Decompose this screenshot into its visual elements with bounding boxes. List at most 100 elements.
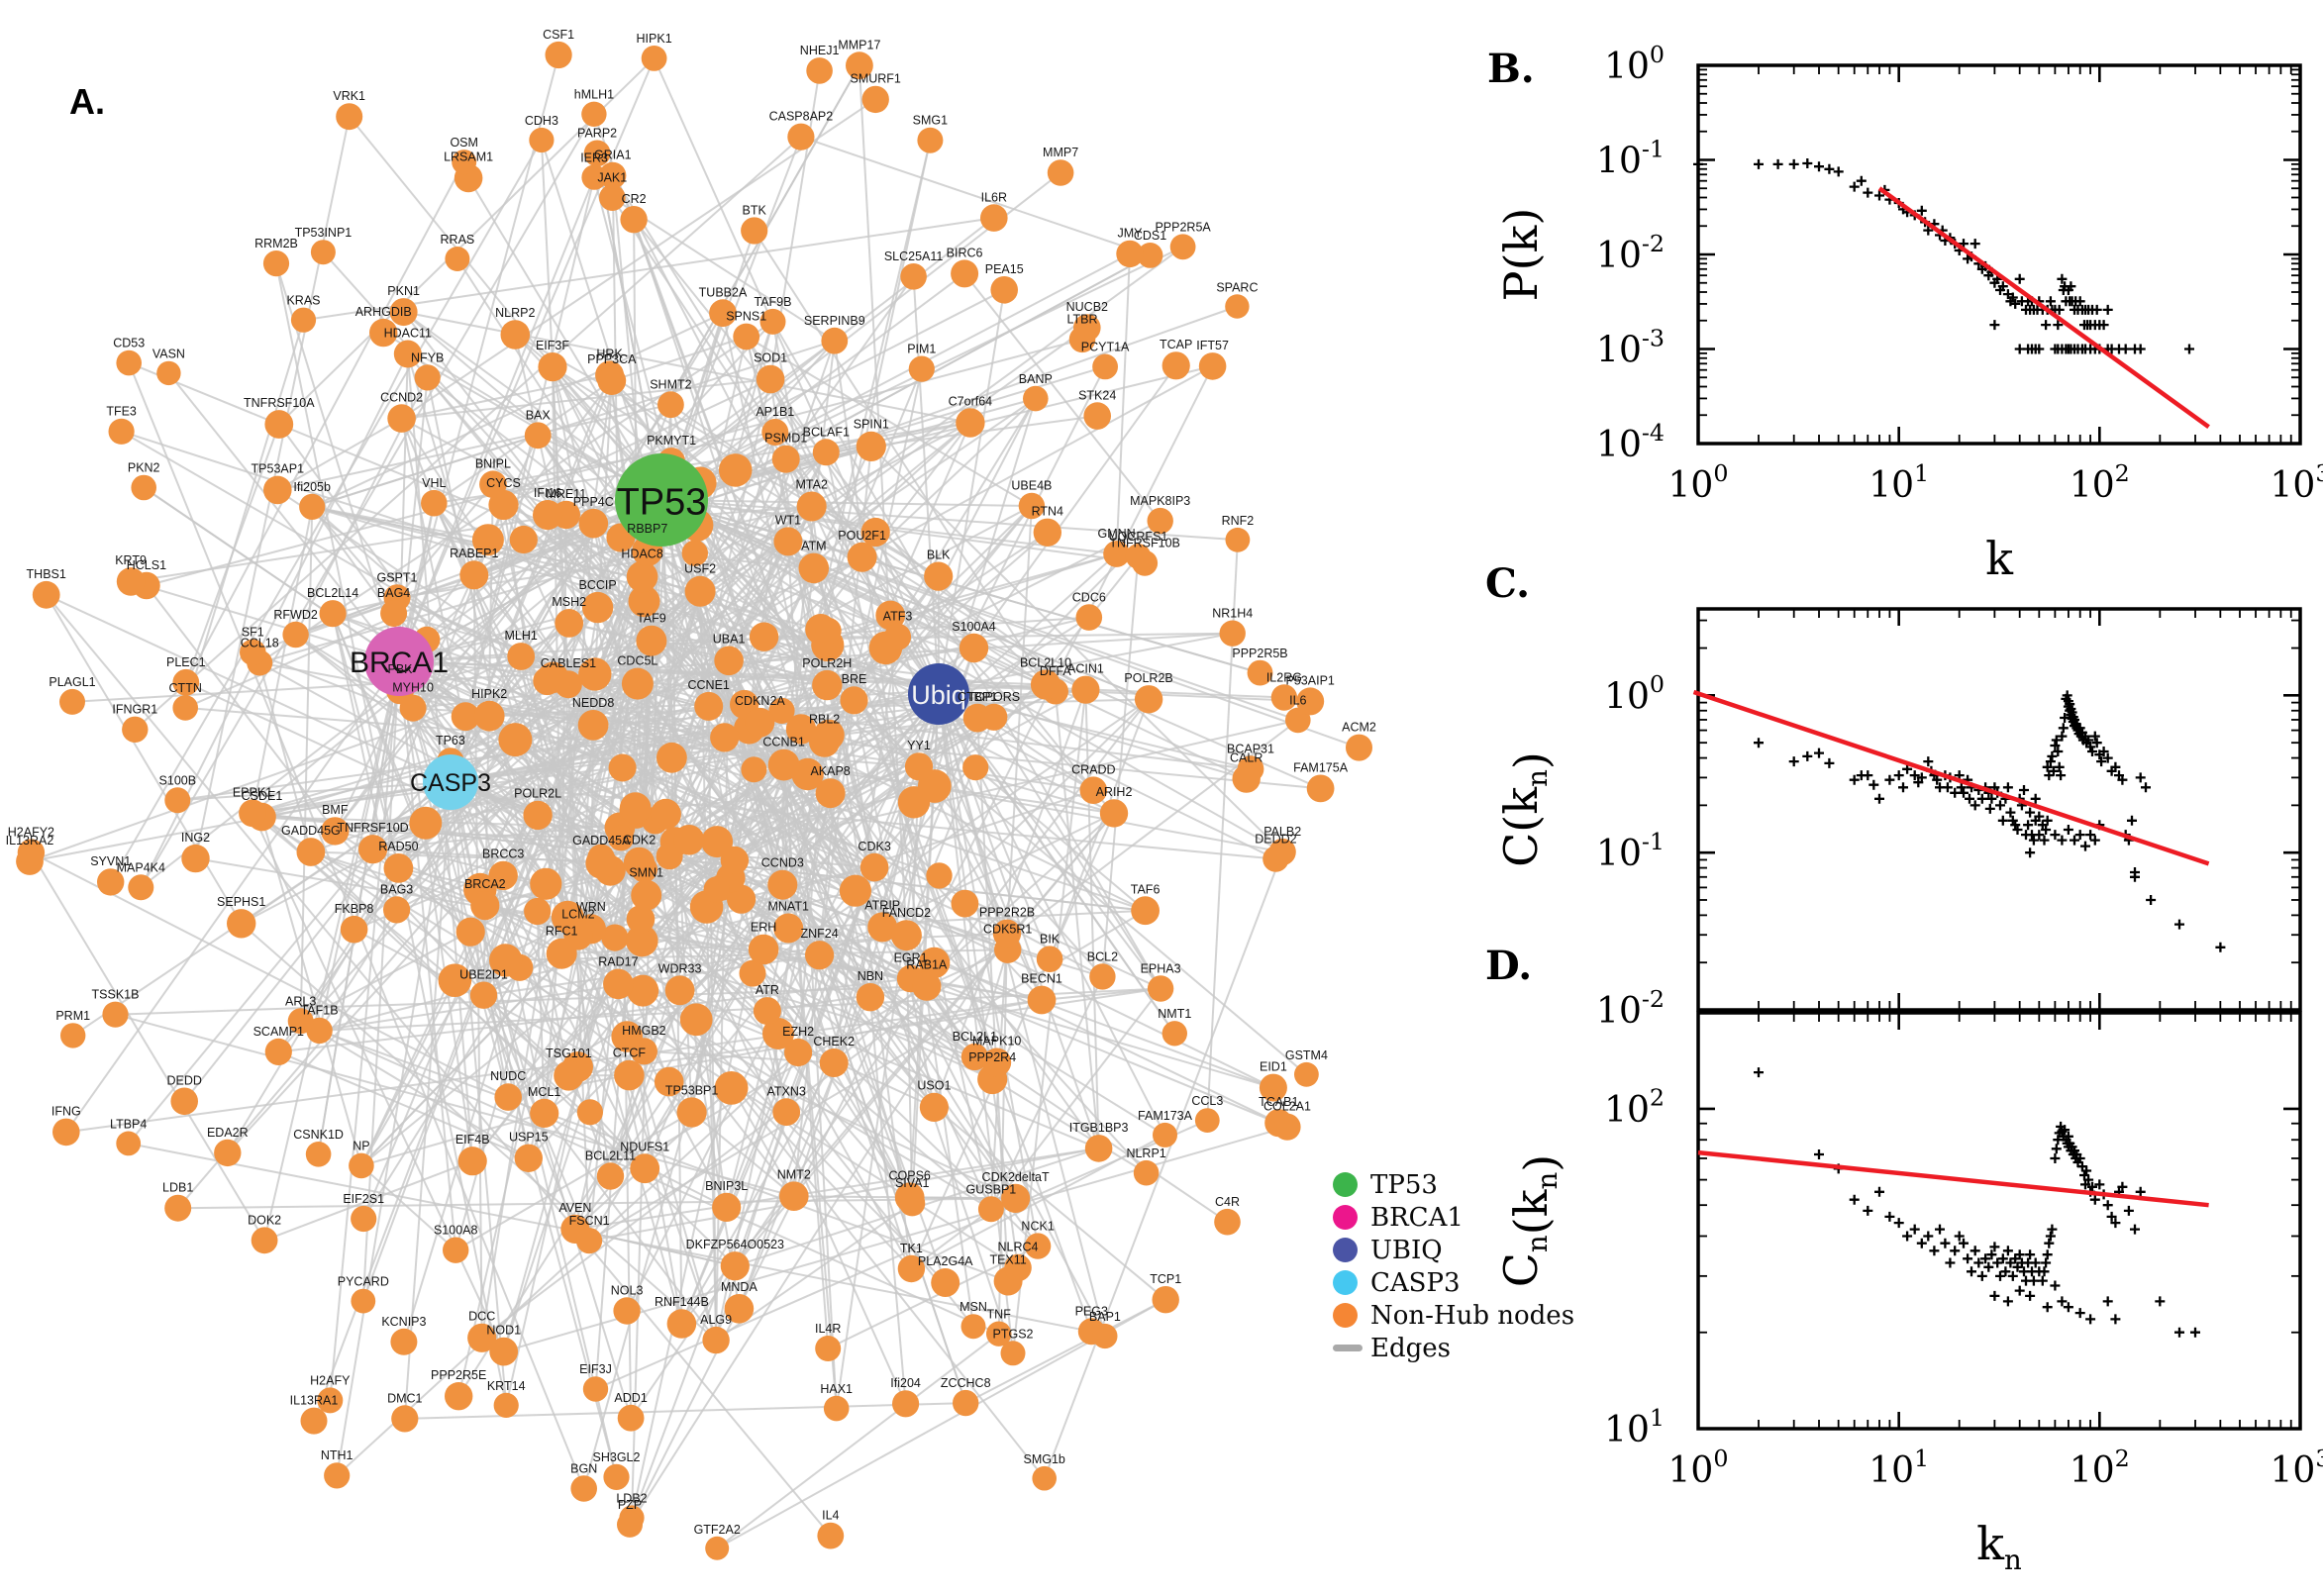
svg-text:EIF4B: EIF4B xyxy=(455,1133,490,1147)
edge-swatch-icon xyxy=(1333,1345,1363,1351)
svg-text:ITGB1BP3: ITGB1BP3 xyxy=(1069,1121,1129,1135)
svg-text:TAF6: TAF6 xyxy=(1131,882,1161,896)
clustering-coefficient-chart: 100 10-1 10-2 C(kn) xyxy=(1494,607,2302,1032)
svg-text:CSNK1D: CSNK1D xyxy=(293,1128,344,1142)
svg-text:DMC1: DMC1 xyxy=(387,1391,422,1405)
network-node xyxy=(17,839,46,866)
svg-text:PIM1: PIM1 xyxy=(907,343,936,356)
svg-text:ALG9: ALG9 xyxy=(700,1313,732,1327)
network-node xyxy=(733,323,760,350)
network-node xyxy=(1162,351,1190,380)
tick-label: 100 xyxy=(1668,459,1729,506)
network-node xyxy=(414,364,441,391)
network-node xyxy=(251,1227,278,1254)
svg-text:NBN: NBN xyxy=(858,969,883,983)
svg-text:IFI16: IFI16 xyxy=(534,486,562,500)
svg-text:BAX: BAX xyxy=(526,409,552,423)
svg-text:CTCF: CTCF xyxy=(613,1047,647,1060)
hub-node-brca1 xyxy=(364,627,434,696)
network-node xyxy=(815,1336,842,1361)
svg-text:AKAP8: AKAP8 xyxy=(810,764,850,778)
svg-text:BGN: BGN xyxy=(570,1461,597,1475)
network-node xyxy=(545,41,572,69)
legend-label: BRCA1 xyxy=(1370,1202,1464,1233)
svg-text:SMN1: SMN1 xyxy=(629,866,663,880)
network-node xyxy=(380,600,408,627)
svg-text:CASP8AP2: CASP8AP2 xyxy=(769,110,834,124)
network-node xyxy=(391,1405,419,1433)
legend-label: CASP3 xyxy=(1370,1267,1461,1298)
network-node xyxy=(1147,975,1174,1002)
svg-text:BRE: BRE xyxy=(842,672,867,686)
svg-text:NLRP1: NLRP1 xyxy=(1126,1147,1165,1160)
legend-item-casp3: CASP3 xyxy=(1333,1266,1574,1299)
svg-text:PTGS2: PTGS2 xyxy=(993,1327,1034,1341)
network-node xyxy=(469,981,498,1009)
svg-text:GADD45A: GADD45A xyxy=(572,834,631,848)
svg-text:BCL2L14: BCL2L14 xyxy=(307,586,358,600)
network-node xyxy=(452,150,477,175)
svg-text:NLRP2: NLRP2 xyxy=(495,306,535,320)
network-node xyxy=(1099,799,1129,828)
svg-text:GUSBP1: GUSBP1 xyxy=(966,1182,1017,1196)
network-node xyxy=(1219,620,1246,647)
svg-text:CCND2: CCND2 xyxy=(380,390,423,404)
network-node xyxy=(181,844,210,873)
svg-text:TNF: TNF xyxy=(987,1308,1012,1322)
network-node xyxy=(240,639,266,666)
svg-text:LTBR: LTBR xyxy=(1066,313,1097,327)
svg-text:BCL2L10: BCL2L10 xyxy=(1020,655,1071,669)
network-node xyxy=(1089,963,1116,990)
svg-text:CCNB1: CCNB1 xyxy=(762,736,804,749)
svg-text:ZNF24: ZNF24 xyxy=(800,927,838,941)
svg-text:CCNE1: CCNE1 xyxy=(688,678,730,692)
svg-text:NOD1: NOD1 xyxy=(486,1324,521,1338)
svg-text:SMURF1: SMURF1 xyxy=(850,72,900,86)
network-node xyxy=(1103,541,1130,567)
svg-text:UBE2D1: UBE2D1 xyxy=(459,968,508,982)
network-node xyxy=(812,439,840,466)
hub-nodes: TP53 BRCA1 Ubiq CASP3 xyxy=(350,453,969,810)
svg-text:CCL3: CCL3 xyxy=(1191,1094,1223,1108)
axis-labels: 100 101 102 103 100 10-1 10-2 10-3 10-4 k P(k) xyxy=(1494,41,2323,585)
network-node xyxy=(554,670,582,699)
network-node xyxy=(812,669,843,701)
svg-text:SLC25A11: SLC25A11 xyxy=(884,249,944,263)
svg-text:GRIA1: GRIA1 xyxy=(594,149,632,162)
svg-text:ERH: ERH xyxy=(751,921,776,935)
network-node xyxy=(310,240,336,265)
svg-text:PYCARD: PYCARD xyxy=(338,1275,389,1289)
network-node-labels: CCNB1 CDK2 CCNE1 CCND3 NEDD8 CDKN2A SMN1 CDC5L A… xyxy=(6,28,1376,1537)
network-node xyxy=(982,1047,1012,1077)
network-node xyxy=(299,493,326,520)
network-node xyxy=(1259,1073,1287,1102)
network-node xyxy=(32,580,60,609)
network-node xyxy=(912,971,942,1001)
svg-text:SOD1: SOD1 xyxy=(754,351,787,365)
network-node xyxy=(445,1382,473,1411)
network-node xyxy=(641,46,667,71)
svg-text:FANCD2: FANCD2 xyxy=(882,906,931,920)
network-node xyxy=(321,817,350,846)
network-node xyxy=(393,340,422,368)
tick-label: 10-2 xyxy=(1596,230,1665,276)
network-node xyxy=(1092,353,1118,380)
svg-text:USF2: USF2 xyxy=(684,562,716,576)
svg-text:MSN: MSN xyxy=(960,1300,987,1314)
network-node xyxy=(583,140,611,167)
svg-text:POU2F1: POU2F1 xyxy=(838,529,886,543)
svg-text:UBE4B: UBE4B xyxy=(1011,479,1052,493)
panel-c-letter: C. xyxy=(1485,560,1531,607)
network-node xyxy=(1133,1159,1160,1186)
network-node xyxy=(806,57,833,84)
network-node xyxy=(819,1048,849,1077)
network-node xyxy=(214,1139,242,1167)
hub-node-casp3 xyxy=(423,754,478,810)
svg-text:hMLH1: hMLH1 xyxy=(574,88,614,102)
network-node xyxy=(724,1294,755,1324)
network-node xyxy=(856,983,885,1012)
svg-text:LTBP4: LTBP4 xyxy=(110,1118,147,1132)
svg-text:JAK1: JAK1 xyxy=(597,170,627,184)
tick-label: 103 xyxy=(2271,459,2323,506)
axis-title: Cn(kn) xyxy=(1494,1154,1567,1288)
